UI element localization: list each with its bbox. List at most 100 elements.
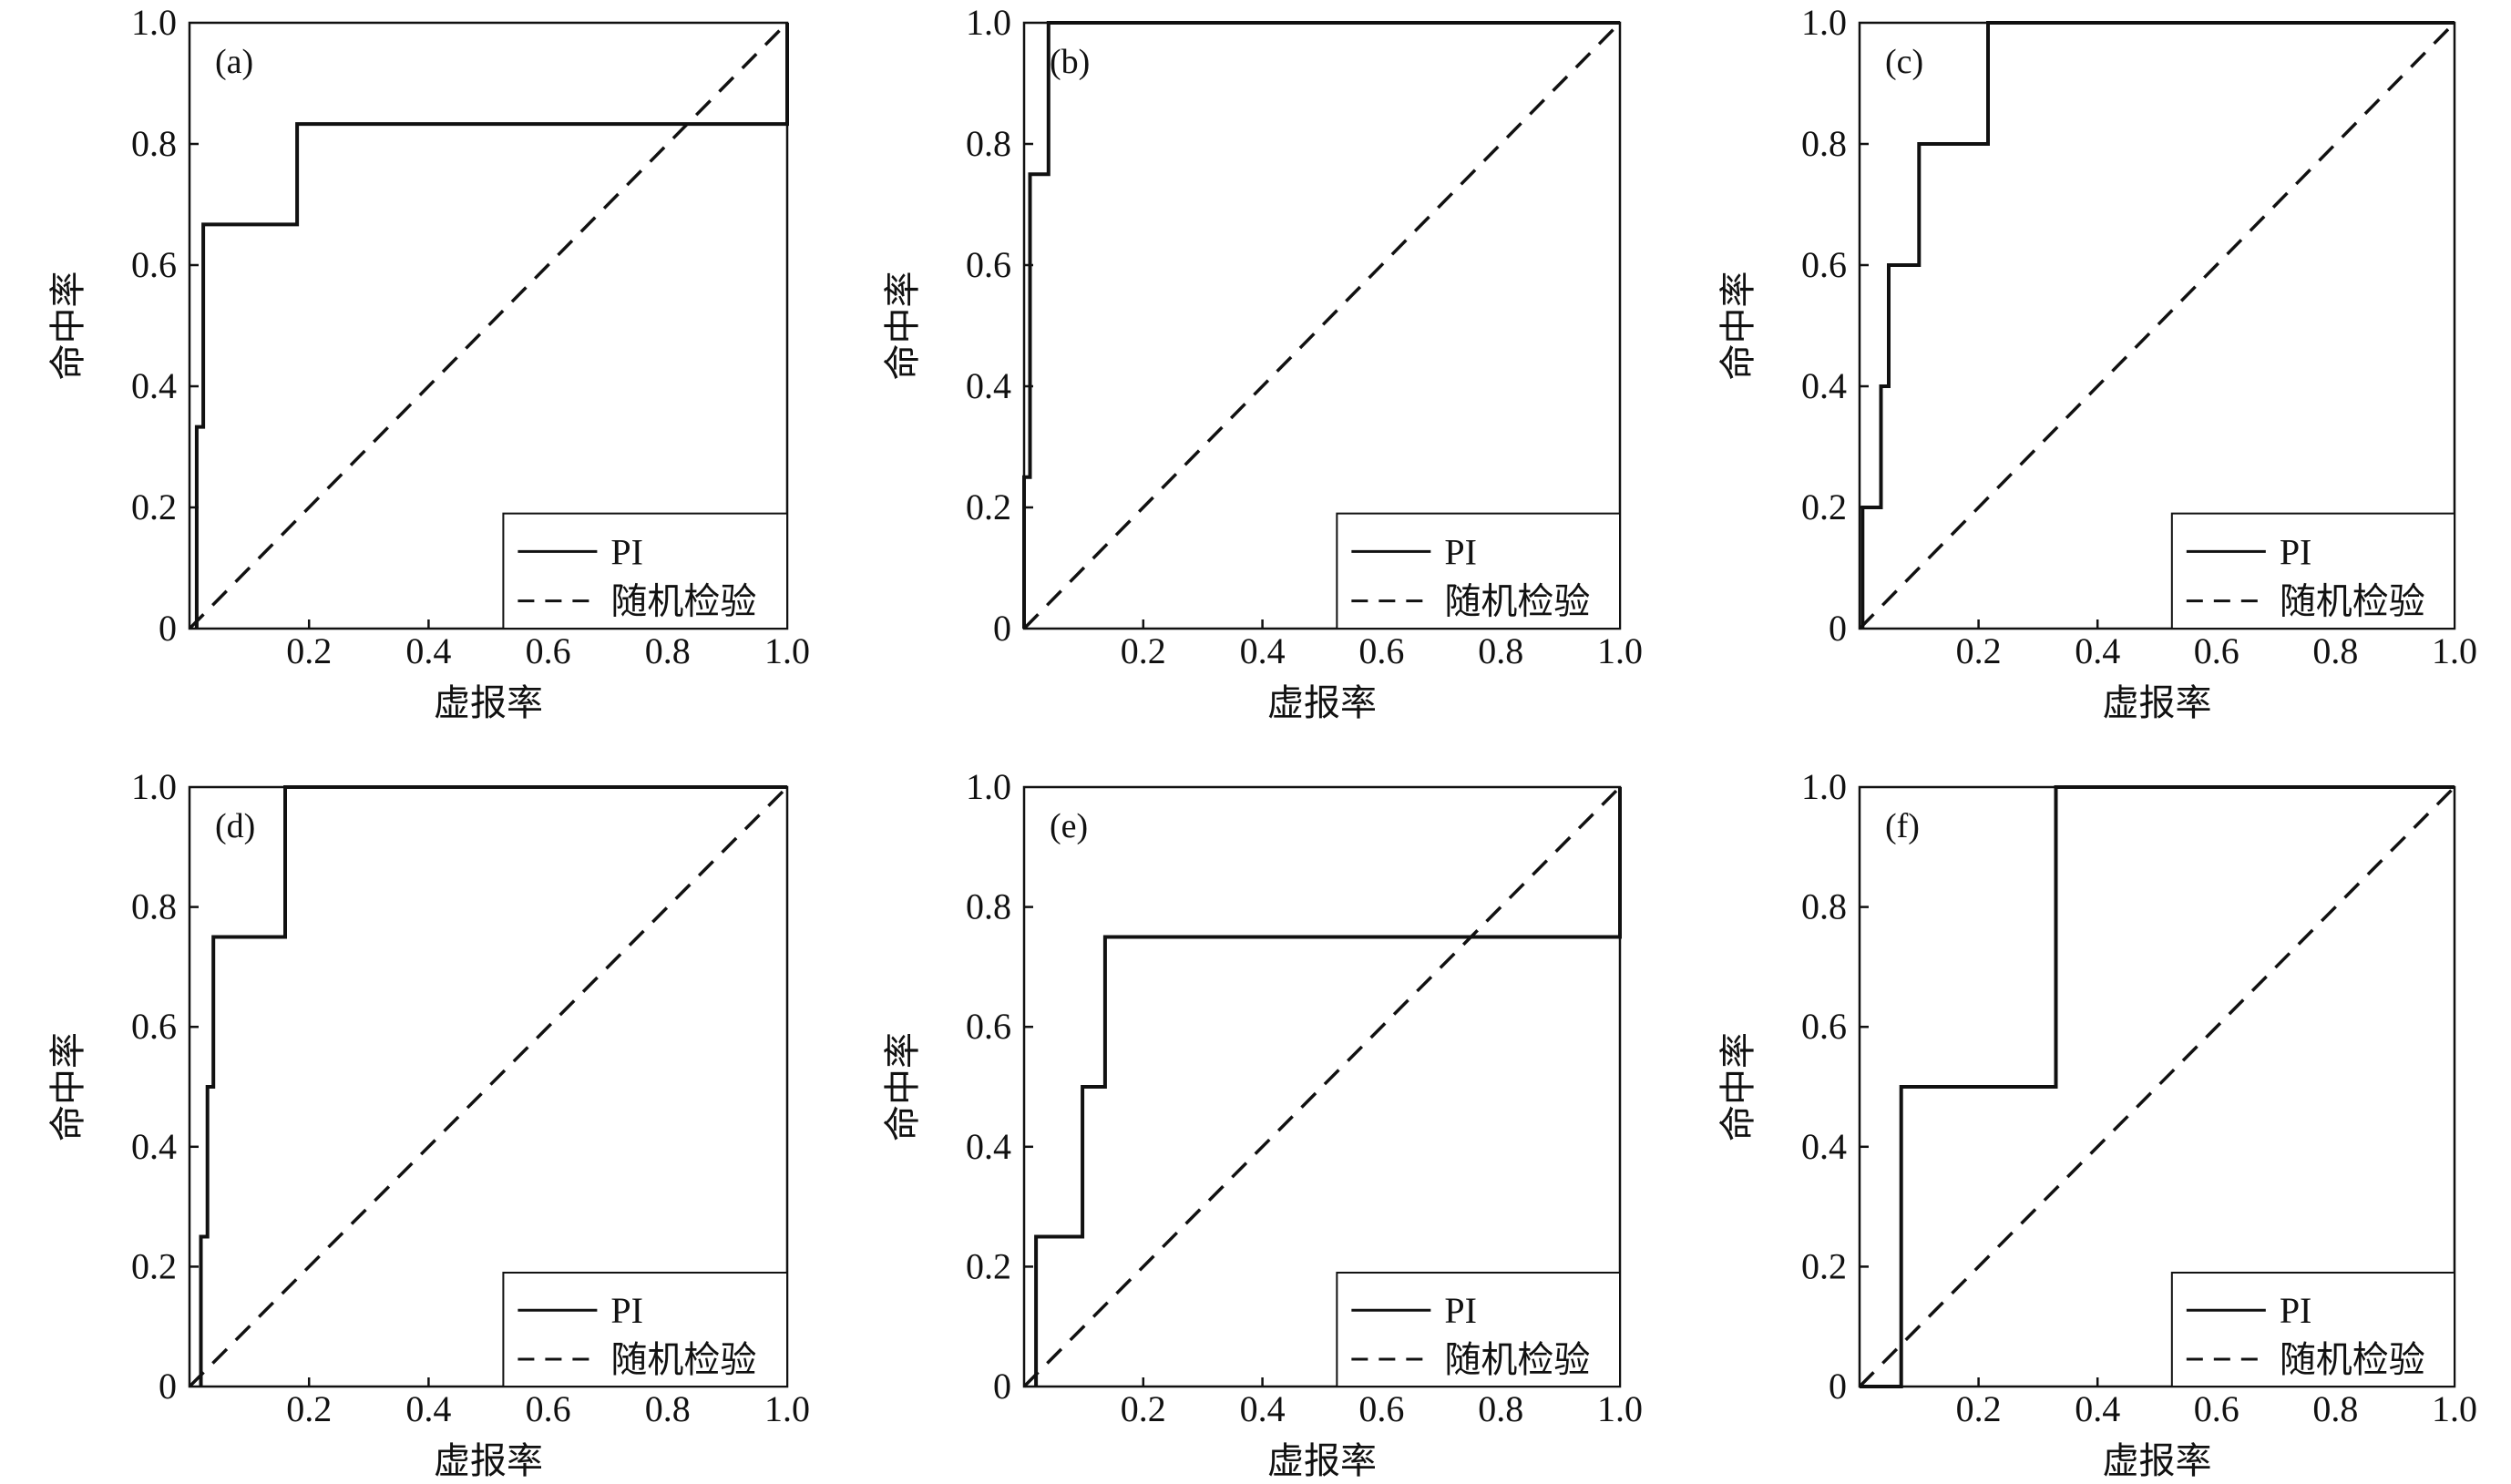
x-tick-label: 0.2 bbox=[1121, 1388, 1166, 1429]
x-tick-label: 0.6 bbox=[2194, 1388, 2239, 1429]
y-tick-label: 0 bbox=[993, 1366, 1011, 1407]
x-tick-label: 0.6 bbox=[2194, 630, 2239, 671]
panel-label: (b) bbox=[1050, 43, 1090, 81]
y-tick-label: 0.4 bbox=[1801, 1126, 1847, 1167]
y-tick-label: 0.8 bbox=[131, 886, 177, 927]
y-tick-label: 0.8 bbox=[966, 123, 1011, 164]
legend-label: 随机检验 bbox=[1444, 581, 1590, 622]
x-tick-label: 0.4 bbox=[2075, 630, 2120, 671]
legend-label: 随机检验 bbox=[610, 1339, 756, 1380]
legend-label: PI bbox=[1444, 1290, 1477, 1331]
legend-box bbox=[1336, 1271, 1621, 1387]
plot-frame bbox=[1022, 21, 1622, 630]
plot-frame bbox=[188, 785, 789, 1388]
y-axis-label: 命中率 bbox=[882, 1032, 923, 1141]
legend-label: PI bbox=[2280, 531, 2312, 572]
legend-label: PI bbox=[610, 531, 643, 572]
roc-panel-e: 0 0.2 0.4 0.6 0.8 1.0 0.2 0.4 0.6 0.8 1.0 虚报率 命中率 (e)… bbox=[882, 766, 1643, 1481]
random-test-line bbox=[1022, 785, 1622, 1388]
y-tick-label: 0.6 bbox=[131, 244, 177, 285]
y-tick-label: 1.0 bbox=[1801, 766, 1847, 807]
y-tick-label: 0.4 bbox=[966, 365, 1011, 406]
pi-roc-line bbox=[1860, 21, 2455, 629]
x-tick-label: 0.8 bbox=[2312, 630, 2358, 671]
x-tick-label: 0.6 bbox=[526, 1388, 571, 1429]
x-tick-label: 0.6 bbox=[526, 630, 571, 671]
y-tick-label: 1.0 bbox=[131, 766, 177, 807]
x-tick-label: 0.4 bbox=[1240, 1388, 1286, 1429]
legend-box bbox=[2170, 512, 2455, 630]
x-tick-label: 1.0 bbox=[764, 630, 810, 671]
legend: PI 随机检验 bbox=[502, 512, 789, 630]
x-tick-label: 0.2 bbox=[1956, 1388, 2002, 1429]
y-tick-label: 0.4 bbox=[1801, 365, 1847, 406]
y-tick-label: 0.2 bbox=[966, 486, 1011, 527]
x-tick-label: 0.4 bbox=[1240, 630, 1286, 671]
y-tick-label: 0.8 bbox=[1801, 123, 1847, 164]
roc-panel-c: 0 0.2 0.4 0.6 0.8 1.0 0.2 0.4 0.6 0.8 1.0 虚报率 命中率 (c)… bbox=[1717, 2, 2477, 723]
x-tick-label: 1.0 bbox=[2432, 630, 2477, 671]
plot-frame bbox=[1858, 785, 2456, 1388]
legend-box bbox=[2170, 1271, 2455, 1387]
y-tick-label: 1.0 bbox=[966, 2, 1011, 43]
y-axis-label: 命中率 bbox=[1717, 271, 1758, 381]
y-tick-label: 0.2 bbox=[966, 1245, 1011, 1286]
y-tick-label: 0.6 bbox=[966, 244, 1011, 285]
legend-box bbox=[1336, 512, 1621, 630]
legend-box bbox=[502, 1271, 789, 1387]
y-tick-label: 0.2 bbox=[131, 486, 177, 527]
legend-label: PI bbox=[1444, 531, 1477, 572]
y-tick-label: 0.6 bbox=[1801, 244, 1847, 285]
y-axis-label: 命中率 bbox=[47, 271, 88, 381]
plot-frame bbox=[1858, 21, 2456, 630]
y-tick-label: 0.6 bbox=[131, 1006, 177, 1047]
plot-frame bbox=[188, 21, 789, 630]
x-tick-label: 0.6 bbox=[1358, 1388, 1404, 1429]
pi-roc-line bbox=[199, 785, 787, 1387]
y-tick-label: 0.8 bbox=[131, 123, 177, 164]
random-test-line bbox=[1022, 21, 1622, 630]
x-tick-label: 0.2 bbox=[286, 1388, 332, 1429]
legend-label: 随机检验 bbox=[610, 581, 756, 622]
x-tick-label: 1.0 bbox=[2432, 1388, 2477, 1429]
roc-panel-d: 0 0.2 0.4 0.6 0.8 1.0 0.2 0.4 0.6 0.8 1.0 虚报率 命中率 (d)… bbox=[47, 766, 810, 1481]
legend: PI 随机检验 bbox=[2170, 512, 2455, 630]
y-tick-label: 1.0 bbox=[966, 766, 1011, 807]
x-axis-label: 虚报率 bbox=[1267, 682, 1377, 723]
y-tick-label: 0.2 bbox=[1801, 1245, 1847, 1286]
random-test-line bbox=[1858, 785, 2456, 1388]
y-tick-label: 0.2 bbox=[131, 1245, 177, 1286]
panel-label: (a) bbox=[215, 43, 253, 81]
legend-box bbox=[502, 512, 789, 630]
x-tick-label: 0.8 bbox=[2312, 1388, 2358, 1429]
roc-panel-b: 0 0.2 0.4 0.6 0.8 1.0 0.2 0.4 0.6 0.8 1.0 虚报率 命中率 (b)… bbox=[882, 2, 1643, 723]
panel-label: (e) bbox=[1050, 807, 1088, 845]
panel-label: (d) bbox=[215, 807, 255, 845]
x-axis-label: 虚报率 bbox=[434, 682, 543, 723]
x-tick-label: 1.0 bbox=[764, 1388, 810, 1429]
y-tick-label: 0.2 bbox=[1801, 486, 1847, 527]
x-tick-label: 1.0 bbox=[1597, 630, 1643, 671]
y-tick-label: 0 bbox=[1829, 1366, 1847, 1407]
y-tick-label: 0 bbox=[159, 1366, 177, 1407]
y-tick-label: 0.8 bbox=[1801, 886, 1847, 927]
x-axis-label: 虚报率 bbox=[434, 1440, 543, 1479]
y-tick-label: 0.4 bbox=[131, 365, 177, 406]
x-tick-label: 0.2 bbox=[1956, 630, 2002, 671]
x-axis-label: 虚报率 bbox=[1267, 1440, 1377, 1479]
x-tick-label: 1.0 bbox=[1597, 1388, 1643, 1429]
legend: PI 随机检验 bbox=[1336, 512, 1621, 630]
y-tick-label: 1.0 bbox=[131, 2, 177, 43]
y-axis-label: 命中率 bbox=[882, 271, 923, 381]
x-axis-label: 虚报率 bbox=[2103, 1440, 2212, 1479]
random-test-line bbox=[188, 21, 789, 630]
x-tick-label: 0.2 bbox=[286, 630, 332, 671]
pi-roc-line bbox=[194, 23, 789, 629]
legend-label: 随机检验 bbox=[1444, 1339, 1590, 1380]
roc-panel-a: 0 0.2 0.4 0.6 0.8 1.0 0.2 0.4 0.6 0.8 1.0 虚报率 命中率 (a)… bbox=[47, 2, 810, 723]
random-test-line bbox=[188, 785, 789, 1388]
y-tick-label: 1.0 bbox=[1801, 2, 1847, 43]
y-tick-label: 0.8 bbox=[966, 886, 1011, 927]
